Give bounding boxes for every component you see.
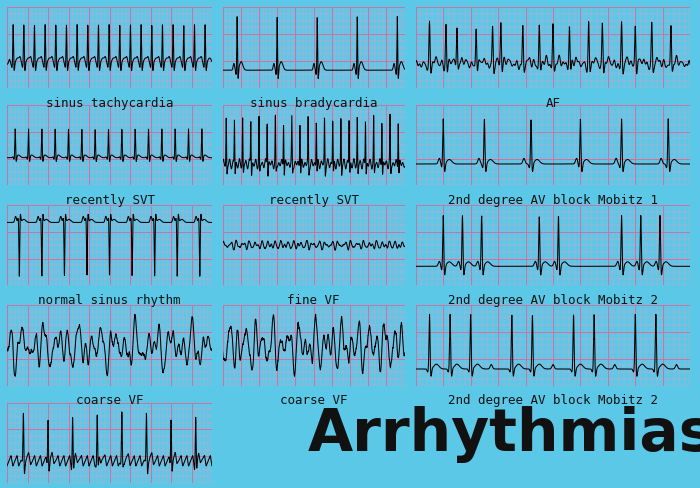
Text: sinus bradycardia: sinus bradycardia — [250, 97, 377, 110]
Text: recently SVT: recently SVT — [269, 194, 358, 207]
Text: normal sinus rhythm: normal sinus rhythm — [38, 294, 181, 307]
Text: fine VF: fine VF — [288, 294, 340, 307]
Text: 2nd degree AV block Mobitz 1: 2nd degree AV block Mobitz 1 — [448, 194, 658, 207]
Text: AF: AF — [545, 97, 561, 110]
Text: sinus tachycardia: sinus tachycardia — [46, 97, 174, 110]
Text: recently SVT: recently SVT — [64, 194, 155, 207]
Text: 2nd degree AV block Mobitz 2: 2nd degree AV block Mobitz 2 — [448, 294, 658, 307]
Text: coarse VF: coarse VF — [280, 394, 347, 407]
Text: coarse VF: coarse VF — [76, 394, 144, 407]
Text: Arrhythmias: Arrhythmias — [308, 406, 700, 463]
Text: 2nd degree AV block Mobitz 2: 2nd degree AV block Mobitz 2 — [448, 394, 658, 407]
